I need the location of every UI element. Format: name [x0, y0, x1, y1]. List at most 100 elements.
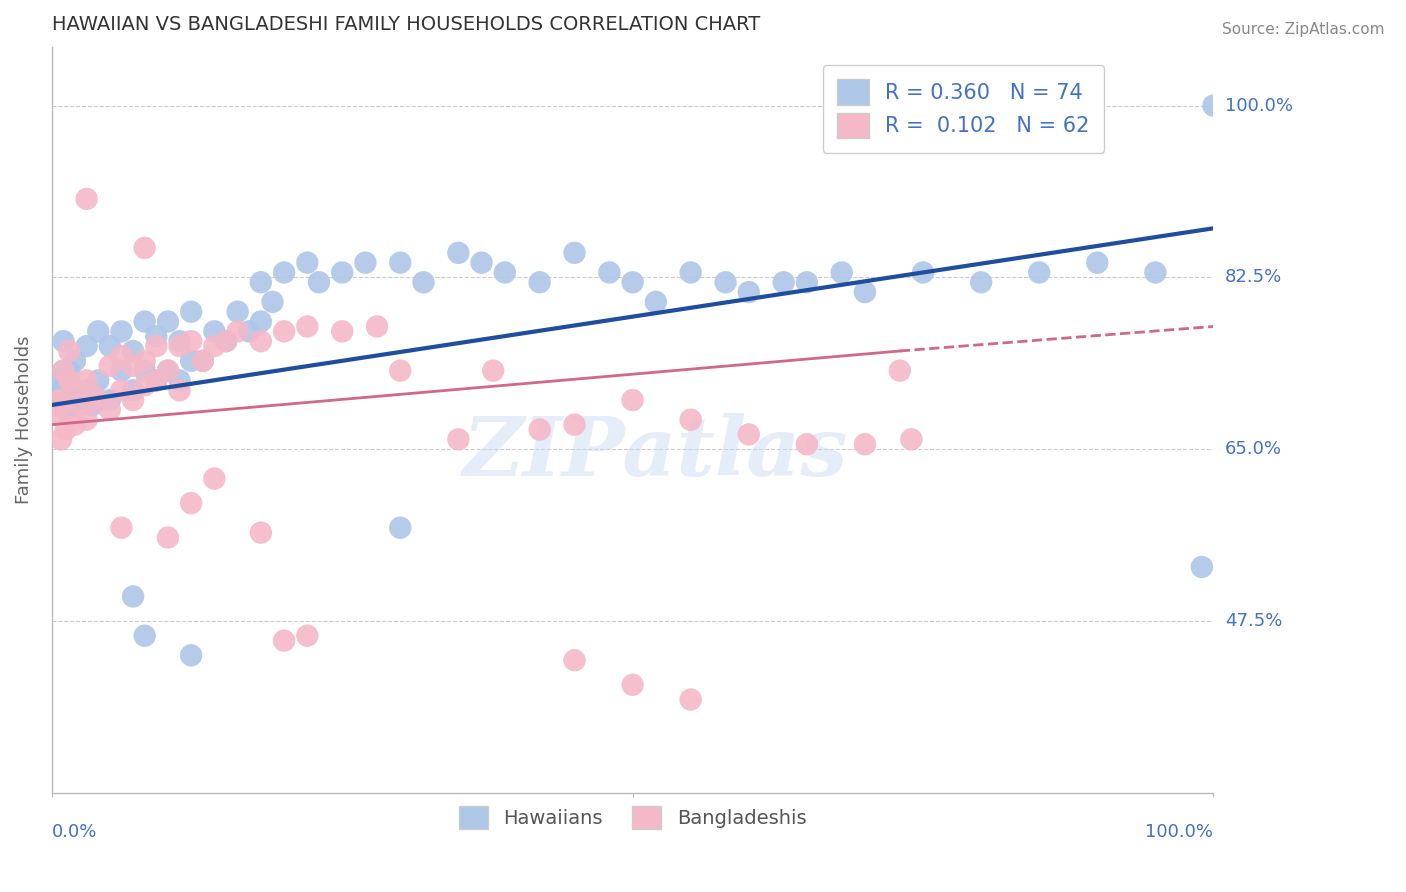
Point: [98, 359, 121, 373]
Point: [76, 374, 98, 388]
Point: [134, 314, 156, 328]
Point: [564, 417, 586, 432]
Point: [412, 275, 434, 289]
Point: [738, 427, 761, 442]
Point: [202, 339, 225, 353]
Point: [297, 319, 319, 334]
Point: [250, 314, 273, 328]
Point: [110, 324, 132, 338]
Point: [58, 374, 80, 388]
Point: [831, 265, 853, 279]
Point: [529, 275, 551, 289]
Legend: Hawaiians, Bangladeshis: Hawaiians, Bangladeshis: [449, 796, 817, 839]
Point: [156, 314, 179, 328]
Point: [63, 353, 86, 368]
Point: [52, 398, 75, 412]
Point: [49, 433, 72, 447]
Point: [134, 364, 156, 378]
Point: [912, 265, 935, 279]
Point: [76, 384, 98, 398]
Point: [87, 324, 110, 338]
Point: [122, 359, 145, 373]
Point: [52, 364, 75, 378]
Point: [98, 403, 121, 417]
Point: [900, 433, 922, 447]
Point: [853, 437, 876, 451]
Point: [273, 324, 295, 338]
Point: [87, 393, 110, 408]
Point: [330, 265, 353, 279]
Point: [46, 374, 69, 388]
Point: [202, 472, 225, 486]
Point: [772, 275, 794, 289]
Text: 47.5%: 47.5%: [1225, 612, 1282, 630]
Text: HAWAIIAN VS BANGLADESHI FAMILY HOUSEHOLDS CORRELATION CHART: HAWAIIAN VS BANGLADESHI FAMILY HOUSEHOLD…: [52, 15, 761, 34]
Point: [482, 364, 505, 378]
Point: [55, 403, 77, 417]
Point: [98, 339, 121, 353]
Point: [679, 692, 702, 706]
Point: [52, 334, 75, 348]
Point: [169, 339, 191, 353]
Point: [169, 374, 191, 388]
Point: [679, 265, 702, 279]
Point: [598, 265, 620, 279]
Point: [644, 294, 666, 309]
Point: [145, 339, 167, 353]
Point: [49, 384, 72, 398]
Point: [134, 241, 156, 255]
Point: [621, 275, 644, 289]
Point: [46, 408, 69, 422]
Point: [679, 413, 702, 427]
Point: [796, 275, 818, 289]
Point: [889, 364, 911, 378]
Point: [69, 398, 91, 412]
Point: [180, 496, 202, 510]
Point: [82, 398, 104, 412]
Point: [215, 334, 238, 348]
Text: 0.0%: 0.0%: [52, 823, 97, 841]
Point: [191, 353, 214, 368]
Point: [389, 521, 412, 535]
Point: [145, 329, 167, 343]
Point: [63, 384, 86, 398]
Point: [134, 353, 156, 368]
Point: [494, 265, 516, 279]
Point: [46, 398, 69, 412]
Point: [69, 393, 91, 408]
Point: [308, 275, 330, 289]
Text: 100.0%: 100.0%: [1146, 823, 1213, 841]
Point: [145, 374, 167, 388]
Point: [250, 525, 273, 540]
Point: [122, 393, 145, 408]
Point: [63, 384, 86, 398]
Point: [447, 245, 470, 260]
Point: [796, 437, 818, 451]
Point: [87, 374, 110, 388]
Point: [564, 245, 586, 260]
Point: [330, 324, 353, 338]
Point: [250, 275, 273, 289]
Point: [202, 324, 225, 338]
Point: [226, 324, 249, 338]
Point: [122, 590, 145, 604]
Point: [134, 629, 156, 643]
Point: [389, 255, 412, 269]
Point: [110, 349, 132, 363]
Point: [62, 398, 84, 412]
Point: [122, 343, 145, 358]
Point: [76, 339, 98, 353]
Point: [58, 364, 80, 378]
Point: [180, 304, 202, 318]
Point: [156, 531, 179, 545]
Text: ZIPatlas: ZIPatlas: [463, 413, 849, 493]
Point: [1028, 265, 1050, 279]
Point: [529, 423, 551, 437]
Point: [169, 384, 191, 398]
Point: [55, 423, 77, 437]
Point: [250, 334, 273, 348]
Point: [1085, 255, 1108, 269]
Point: [145, 374, 167, 388]
Text: Source: ZipAtlas.com: Source: ZipAtlas.com: [1222, 22, 1385, 37]
Point: [471, 255, 494, 269]
